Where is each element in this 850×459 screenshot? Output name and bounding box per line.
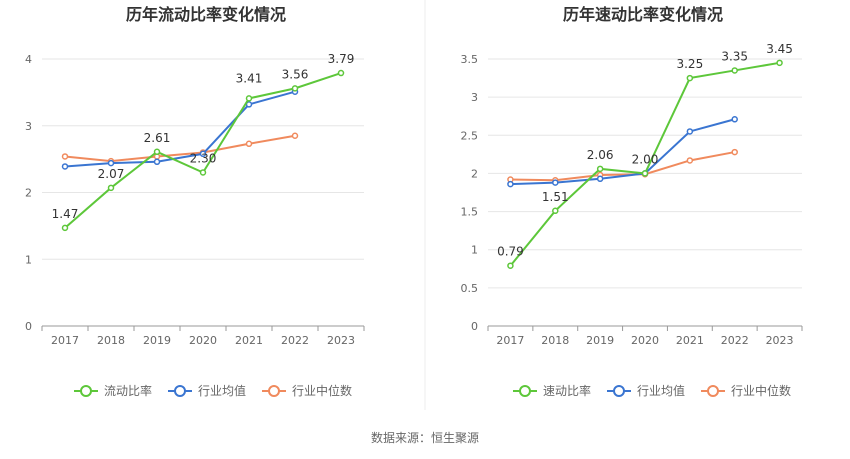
data-source-note: 数据来源：恒生聚源 <box>370 431 479 445</box>
x-tick-label: 2021 <box>676 334 704 347</box>
data-point <box>199 169 207 176</box>
data-label: 3.79 <box>328 52 355 66</box>
x-tick-label: 2023 <box>766 334 794 347</box>
legend-marker <box>174 385 186 397</box>
data-point <box>291 85 299 92</box>
data-label: 3.56 <box>282 67 309 81</box>
legend-item[interactable]: 行业中位数 <box>701 383 791 398</box>
x-tick-label: 2017 <box>496 334 524 347</box>
legend-label: 行业中位数 <box>292 383 352 398</box>
data-point <box>596 175 604 183</box>
data-point <box>731 148 738 156</box>
legend-label: 速动比率 <box>543 383 591 398</box>
x-tick-label: 2017 <box>51 334 79 347</box>
data-point <box>153 158 161 166</box>
legend-label: 流动比率 <box>104 383 152 398</box>
y-tick-label: 1 <box>471 244 478 257</box>
data-point <box>199 150 207 158</box>
x-tick-label: 2020 <box>631 334 659 347</box>
x-tick-label: 2019 <box>586 334 614 347</box>
legend-marker <box>613 385 625 397</box>
legend-item[interactable]: 行业均值 <box>168 383 246 398</box>
y-tick-label: 3 <box>25 120 32 133</box>
data-label: 3.41 <box>236 71 263 85</box>
data-point <box>107 184 115 192</box>
y-tick-label: 2 <box>471 167 478 180</box>
data-point <box>291 132 299 140</box>
data-point <box>596 165 604 173</box>
legend-label: 行业均值 <box>637 383 685 398</box>
legend-marker <box>80 385 92 397</box>
y-tick-label: 0 <box>471 320 478 333</box>
data-point <box>153 148 161 156</box>
data-label: 3.25 <box>676 57 703 71</box>
data-point <box>686 157 694 164</box>
chart-title: 历年流动比率变化情况 <box>126 5 286 24</box>
data-point <box>552 179 559 186</box>
legend-label: 行业中位数 <box>731 383 791 398</box>
series-line <box>510 151 735 182</box>
data-point <box>507 180 514 188</box>
x-tick-label: 2018 <box>97 334 125 347</box>
y-tick-label: 0.5 <box>461 282 479 295</box>
data-label: 1.47 <box>52 207 79 221</box>
quick-ratio-chart: 历年速动比率变化情况 0 0.5 1 1.5 2 2.5 3 3.5 2017 2018 2019 20… <box>461 5 803 398</box>
x-tick-label: 2018 <box>541 334 569 347</box>
data-label: 2.30 <box>190 151 217 165</box>
series-line <box>64 134 296 163</box>
data-point <box>245 140 253 148</box>
data-point <box>245 101 253 108</box>
legend-item[interactable]: 速动比率 <box>513 383 591 398</box>
y-tick-label: 2.5 <box>461 129 479 142</box>
data-label: 3.35 <box>721 49 748 63</box>
legend-item[interactable]: 行业均值 <box>607 383 685 398</box>
data-point <box>245 95 253 102</box>
data-label: 3.45 <box>766 42 793 56</box>
data-point <box>731 116 738 123</box>
data-label: 2.61 <box>144 131 171 145</box>
legend-marker <box>519 385 531 397</box>
x-tick-label: 2022 <box>281 334 309 347</box>
y-tick-label: 3.5 <box>461 53 479 66</box>
data-point <box>776 59 783 67</box>
data-point <box>61 224 69 232</box>
series-line <box>64 90 296 168</box>
legend-item[interactable]: 行业中位数 <box>262 383 352 398</box>
data-point <box>686 128 694 135</box>
data-point <box>61 163 69 170</box>
y-tick-label: 3 <box>471 91 478 104</box>
data-label: 2.00 <box>632 152 659 166</box>
data-label: 2.07 <box>98 167 125 181</box>
y-tick-label: 1 <box>25 253 32 266</box>
legend-label: 行业均值 <box>198 383 246 398</box>
data-label: 1.51 <box>542 190 569 204</box>
legend-marker <box>268 385 280 397</box>
data-label: 2.06 <box>587 148 614 162</box>
legend-marker <box>707 385 719 397</box>
data-point <box>686 74 694 82</box>
x-tick-label: 2022 <box>721 334 749 347</box>
data-point <box>552 207 559 215</box>
y-tick-label: 4 <box>25 53 32 66</box>
y-tick-label: 2 <box>25 187 32 200</box>
data-label: 0.79 <box>497 245 524 259</box>
x-tick-label: 2023 <box>327 334 355 347</box>
chart-title: 历年速动比率变化情况 <box>563 5 723 24</box>
data-point <box>641 170 649 177</box>
x-tick-label: 2019 <box>143 334 171 347</box>
legend-item[interactable]: 流动比率 <box>74 383 152 398</box>
data-point <box>337 69 345 77</box>
data-point <box>731 67 738 74</box>
data-point <box>107 159 115 167</box>
y-tick-label: 0 <box>25 320 32 333</box>
data-point <box>61 153 69 160</box>
y-tick-label: 1.5 <box>461 206 479 219</box>
x-tick-label: 2021 <box>235 334 263 347</box>
series-line <box>510 118 735 186</box>
data-point <box>507 262 514 269</box>
x-tick-label: 2020 <box>189 334 217 347</box>
current-ratio-chart: 历年流动比率变化情况 0 1 2 3 4 2017 2018 2019 2020 2021 2022 2… <box>25 5 365 398</box>
